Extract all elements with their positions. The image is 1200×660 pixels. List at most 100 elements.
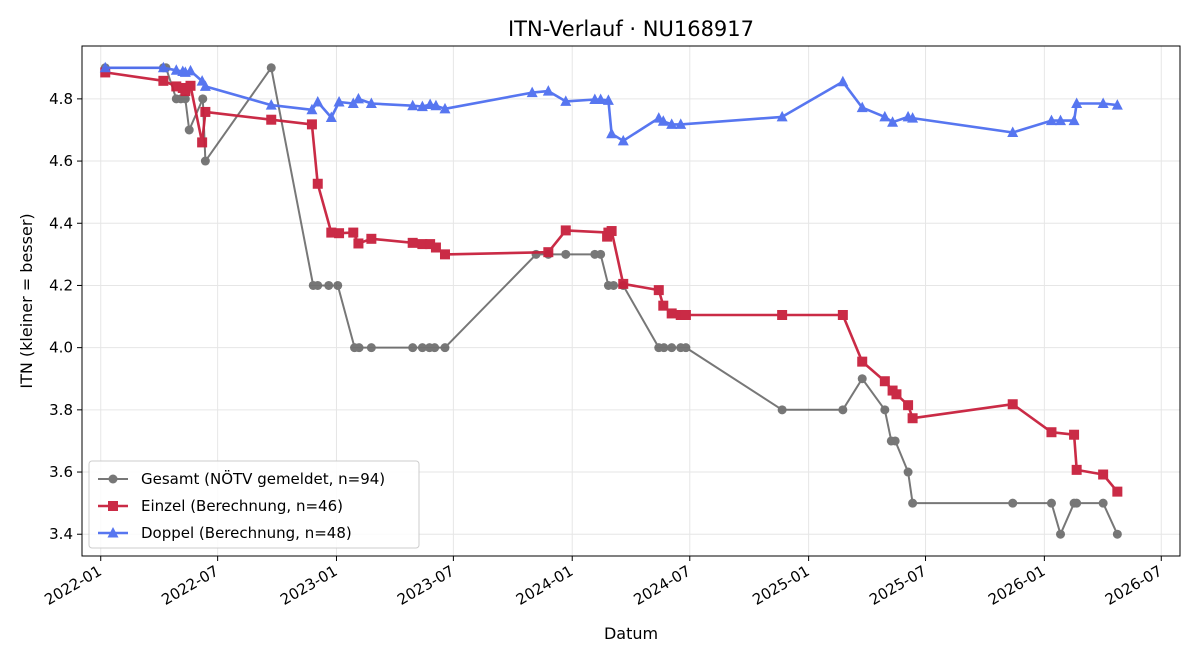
data-point: [1097, 97, 1109, 109]
data-point: [1007, 399, 1018, 410]
data-point: [198, 94, 208, 104]
data-point: [837, 309, 848, 320]
legend-marker: [108, 501, 118, 511]
legend-item: [98, 501, 128, 511]
data-point: [595, 93, 607, 104]
data-point: [333, 95, 345, 107]
data-point: [1098, 498, 1108, 508]
data-point: [618, 278, 629, 289]
data-point: [439, 102, 451, 114]
data-point: [1098, 469, 1109, 480]
data-point: [353, 238, 364, 249]
data-point: [602, 94, 614, 105]
data-point: [407, 237, 418, 248]
y-tick-label: 4.2: [49, 276, 73, 294]
y-tick-label: 4.4: [49, 214, 73, 232]
data-point: [184, 125, 194, 135]
data-point: [430, 242, 441, 253]
data-point: [653, 285, 664, 296]
data-point: [560, 95, 572, 106]
data-point: [326, 227, 337, 238]
data-point: [659, 343, 669, 353]
legend-label: Gesamt (NÖTV gemeldet, n=94): [141, 469, 385, 488]
y-tick-label: 3.8: [49, 401, 73, 419]
legend-item: [98, 527, 128, 538]
data-point: [777, 405, 787, 415]
data-point: [606, 226, 617, 237]
data-point: [170, 64, 182, 75]
data-point: [681, 343, 691, 353]
data-point: [560, 225, 571, 236]
data-point: [100, 67, 111, 78]
data-point: [313, 280, 323, 290]
data-point: [1055, 114, 1067, 126]
y-tick-label: 3.6: [49, 463, 73, 481]
data-point: [333, 280, 343, 290]
series-doppel: [99, 61, 1123, 146]
data-point: [1071, 464, 1082, 475]
data-point: [1071, 97, 1083, 109]
data-point: [838, 405, 848, 415]
data-point: [440, 343, 450, 353]
data-point: [197, 137, 208, 148]
data-point: [657, 115, 669, 126]
data-point: [907, 413, 918, 424]
data-point: [666, 308, 677, 319]
data-point: [266, 63, 276, 73]
data-point: [185, 64, 197, 76]
data-point: [675, 309, 686, 320]
y-tick-label: 3.4: [49, 525, 73, 543]
data-point: [366, 233, 377, 244]
data-point: [180, 86, 191, 97]
data-point: [542, 85, 554, 96]
data-point: [879, 110, 891, 122]
data-point: [366, 343, 376, 353]
data-point: [890, 436, 900, 446]
data-point: [903, 400, 914, 411]
data-point: [1046, 427, 1057, 438]
data-point: [561, 249, 571, 259]
data-point: [596, 249, 606, 259]
data-point: [306, 103, 318, 115]
data-point: [857, 374, 867, 384]
data-point: [526, 86, 538, 98]
data-point: [312, 95, 324, 107]
data-point: [325, 111, 337, 123]
data-point: [837, 75, 849, 87]
legend: Gesamt (NÖTV gemeldet, n=94) Einzel (Bere…: [88, 460, 420, 549]
legend-item: [98, 474, 128, 484]
data-point: [777, 309, 788, 320]
y-axis-label: ITN (kleiner = besser): [17, 213, 36, 388]
legend-marker: [107, 527, 119, 538]
data-point: [680, 309, 691, 320]
legend-label: Doppel (Berechnung, n=48): [141, 524, 352, 542]
series-gesamt: [100, 63, 1122, 539]
data-point: [658, 300, 669, 311]
data-point: [908, 498, 918, 508]
data-point: [185, 80, 196, 91]
data-point: [266, 114, 277, 125]
y-tick-label: 4.6: [49, 152, 73, 170]
series-line: [105, 66, 1119, 536]
data-point: [365, 97, 377, 109]
data-point: [606, 127, 618, 139]
data-point: [352, 92, 364, 104]
y-tick-label: 4.0: [49, 339, 73, 357]
data-point: [180, 94, 190, 104]
data-point: [334, 228, 345, 239]
data-point: [439, 249, 450, 260]
plot-frame: [81, 45, 1181, 557]
data-point: [1046, 498, 1056, 508]
series-einzel: [100, 67, 1123, 497]
data-point: [880, 405, 890, 415]
x-axis-label: Datum: [604, 624, 658, 643]
data-point: [265, 99, 277, 110]
data-point: [417, 239, 428, 250]
data-point: [1045, 114, 1057, 126]
data-point: [887, 116, 899, 127]
data-point: [666, 118, 678, 129]
data-point: [856, 101, 868, 113]
data-point: [667, 343, 677, 353]
data-point: [891, 389, 902, 400]
